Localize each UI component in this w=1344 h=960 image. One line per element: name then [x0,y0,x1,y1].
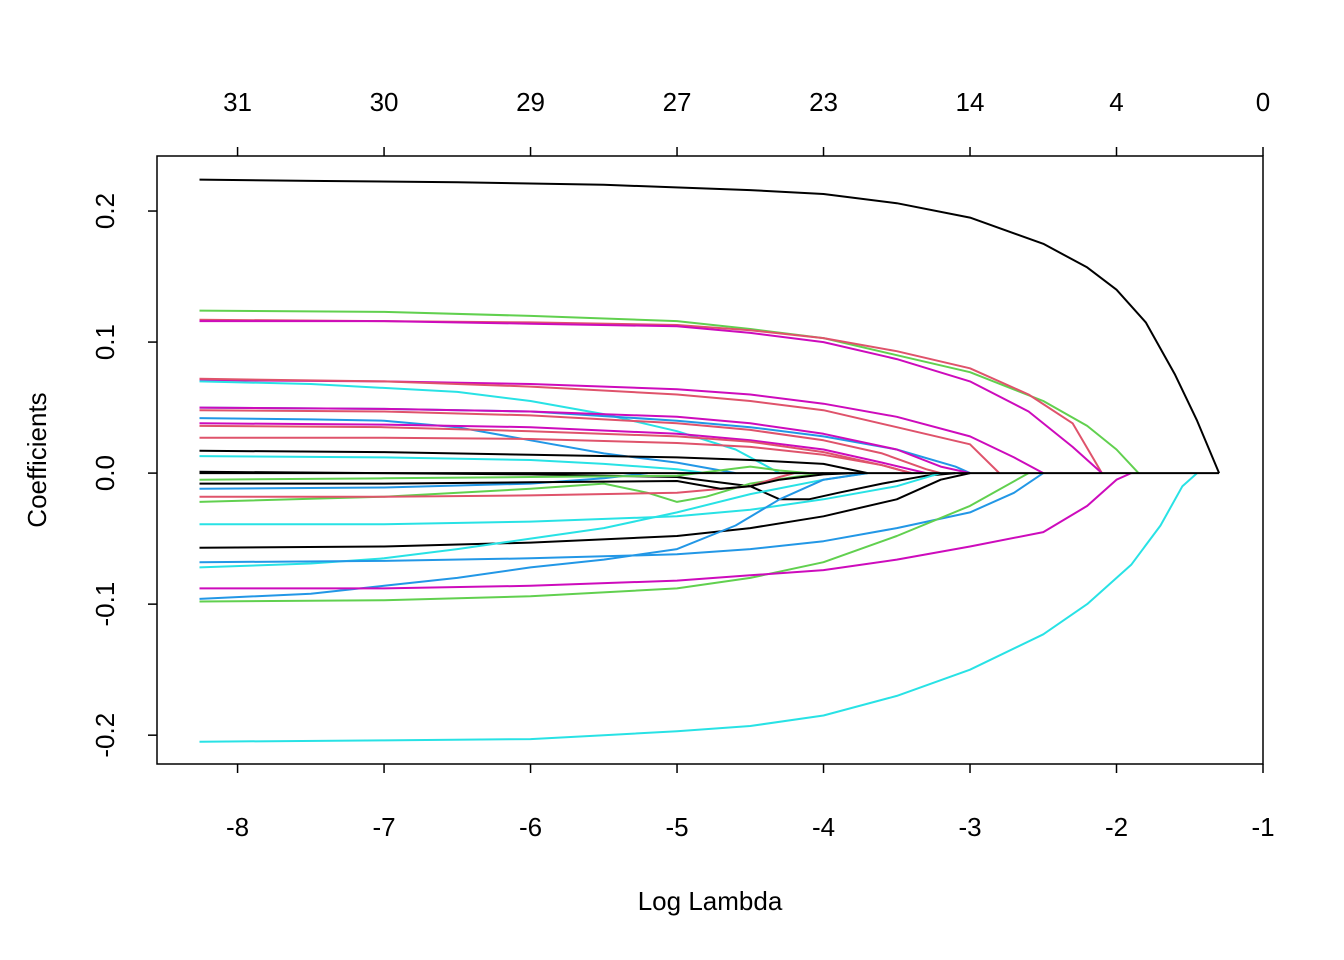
series-line-12 [199,422,927,475]
series-line-13 [199,424,912,475]
series-layer [199,178,1221,743]
x-tick-label: -1 [1251,812,1274,842]
series-line-3 [199,318,1103,474]
top-tick-label: 30 [370,87,399,117]
plot-frame [156,155,1264,765]
series-line-11 [199,417,736,475]
top-tick-label: 14 [956,87,985,117]
y-tick-label: 0.0 [90,455,120,491]
y-axis: -0.2 -0.1 0.0 0.1 0.2 [90,193,157,758]
series-line-26 [199,472,1044,564]
series-line-19 [199,472,795,498]
series-line-15 [199,449,868,475]
series-line-22 [199,465,809,481]
x-tick-label: -4 [812,812,835,842]
y-tick-label: 0.2 [90,193,120,229]
series-line-4 [199,320,1103,474]
series-line-1 [199,178,1221,474]
series-line-29 [199,472,1132,590]
x-tick-label: -5 [665,812,688,842]
series-line-27 [199,472,868,600]
series-line-5 [199,379,1044,474]
y-tick-label: -0.2 [90,713,120,758]
y-axis-title: Coefficients [22,392,52,527]
series-line-9 [199,406,971,475]
top-axis: 31 30 29 27 23 14 4 0 [223,87,1270,156]
series-line-24 [199,472,971,549]
x-axis: -8 -7 -6 -5 -4 -3 -2 -1 [226,764,1275,842]
x-tick-label: -8 [226,812,249,842]
series-line-23 [199,472,941,526]
series-line-21 [199,472,853,490]
top-tick-label: 0 [1256,87,1270,117]
top-tick-label: 27 [663,87,692,117]
x-tick-label: -7 [372,812,395,842]
series-line-6 [199,377,1001,474]
x-tick-label: -6 [519,812,542,842]
series-line-28 [199,472,1030,603]
top-tick-label: 31 [223,87,252,117]
x-tick-label: -3 [958,812,981,842]
series-line-10 [199,409,941,475]
series-line-14 [199,436,912,475]
y-tick-label: 0.1 [90,324,120,360]
y-tick-label: -0.1 [90,582,120,627]
top-tick-label: 29 [516,87,545,117]
series-line-2 [199,309,1140,474]
series-line-16 [199,455,707,475]
series-line-30 [199,472,1198,743]
x-tick-label: -2 [1105,812,1128,842]
top-tick-label: 4 [1109,87,1123,117]
top-tick-label: 23 [809,87,838,117]
x-axis-title: Log Lambda [638,886,783,916]
